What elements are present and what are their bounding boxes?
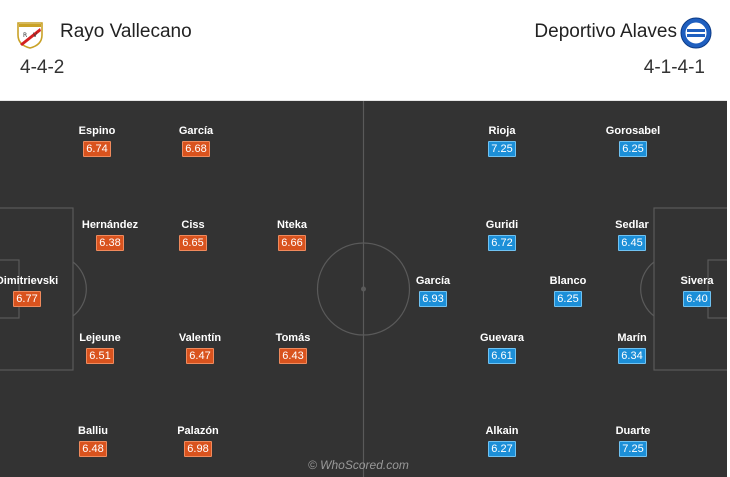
player-ciss[interactable]: Ciss 6.65 <box>148 218 238 251</box>
pitch: Dimitrievski 6.77 Espino 6.74 García 6.6… <box>0 101 727 477</box>
player-name: Tomás <box>275 332 311 344</box>
player-rating: 6.66 <box>278 235 306 251</box>
pitch-markings <box>0 101 727 477</box>
player-sedlar[interactable]: Sedlar 6.45 <box>587 218 677 251</box>
player-alkain[interactable]: Alkain 6.27 <box>457 424 547 457</box>
home-team-name[interactable]: Rayo Vallecano <box>60 21 192 42</box>
player-name: Marín <box>617 332 647 344</box>
player-guridi[interactable]: Guridi 6.72 <box>457 218 547 251</box>
player-rating: 6.27 <box>488 441 516 457</box>
player-name: Alkain <box>485 425 519 437</box>
match-header: R V Rayo Vallecano 4-4-2 Deportivo Alave… <box>0 0 727 101</box>
svg-text:V: V <box>33 32 38 39</box>
player-lejeune[interactable]: Lejeune 6.51 <box>55 331 145 364</box>
player-rating: 6.98 <box>184 441 212 457</box>
player-gorosabel[interactable]: Gorosabel 6.25 <box>588 124 678 157</box>
player-rating: 6.74 <box>83 141 111 157</box>
player-garcia-home[interactable]: García 6.68 <box>151 124 241 157</box>
home-formation: 4-4-2 <box>20 57 65 78</box>
player-rating: 6.68 <box>182 141 210 157</box>
player-duarte[interactable]: Duarte 7.25 <box>588 424 678 457</box>
player-dimitrievski[interactable]: Dimitrievski 6.77 <box>0 274 72 307</box>
player-name: García <box>178 125 214 137</box>
player-name: Hernández <box>81 219 139 231</box>
player-name: Sedlar <box>615 219 649 231</box>
player-name: Guridi <box>485 219 519 231</box>
player-espino[interactable]: Espino 6.74 <box>52 124 142 157</box>
player-rating: 6.25 <box>554 291 582 307</box>
player-valentin[interactable]: Valentín 6.47 <box>155 331 245 364</box>
player-name: Duarte <box>615 425 651 437</box>
player-rating: 6.93 <box>419 291 447 307</box>
player-rating: 6.43 <box>279 348 307 364</box>
player-rating: 6.38 <box>96 235 124 251</box>
away-team-name[interactable]: Deportivo Alaves <box>534 21 677 42</box>
player-sivera[interactable]: Sivera 6.40 <box>652 274 727 307</box>
player-name: Blanco <box>549 275 587 287</box>
player-name: Dimitrievski <box>0 275 59 287</box>
player-name: Gorosabel <box>605 125 661 137</box>
svg-text:R: R <box>23 32 27 39</box>
player-hernandez[interactable]: Hernández 6.38 <box>65 218 155 251</box>
player-balliu[interactable]: Balliu 6.48 <box>48 424 138 457</box>
player-name: Lejeune <box>79 332 121 344</box>
player-blanco[interactable]: Blanco 6.25 <box>523 274 613 307</box>
player-rating: 6.51 <box>86 348 114 364</box>
player-rating: 6.40 <box>683 291 711 307</box>
rayo-vallecano-crest-icon: R V <box>17 22 43 49</box>
player-rating: 6.48 <box>79 441 107 457</box>
away-formation: 4-1-4-1 <box>643 57 705 78</box>
player-palazon[interactable]: Palazón 6.98 <box>153 424 243 457</box>
player-rating: 6.47 <box>186 348 214 364</box>
player-name: Ciss <box>181 219 205 231</box>
player-name: Palazón <box>177 425 219 437</box>
player-tomas[interactable]: Tomás 6.43 <box>248 331 338 364</box>
player-marin[interactable]: Marín 6.34 <box>587 331 677 364</box>
player-name: Espino <box>78 125 116 137</box>
player-name: Valentín <box>178 332 222 344</box>
player-rating: 6.25 <box>619 141 647 157</box>
player-rating: 6.65 <box>179 235 207 251</box>
deportivo-alaves-crest-icon <box>680 17 712 49</box>
player-rating: 7.25 <box>488 141 516 157</box>
player-name: García <box>415 275 451 287</box>
player-name: Nteka <box>277 219 307 231</box>
player-nteka[interactable]: Nteka 6.66 <box>247 218 337 251</box>
player-name: Sivera <box>680 275 714 287</box>
player-rating: 6.34 <box>618 348 646 364</box>
player-rating: 6.45 <box>618 235 646 251</box>
player-guevara[interactable]: Guevara 6.61 <box>457 331 547 364</box>
player-rating: 6.72 <box>488 235 516 251</box>
player-rating: 6.61 <box>488 348 516 364</box>
player-name: Balliu <box>78 425 108 437</box>
player-name: Rioja <box>488 125 516 137</box>
player-rioja[interactable]: Rioja 7.25 <box>457 124 547 157</box>
player-garcia-away[interactable]: García 6.93 <box>388 274 478 307</box>
player-name: Guevara <box>479 332 525 344</box>
player-rating: 6.77 <box>13 291 41 307</box>
player-rating: 7.25 <box>619 441 647 457</box>
whoscored-watermark: © WhoScored.com <box>308 458 409 472</box>
